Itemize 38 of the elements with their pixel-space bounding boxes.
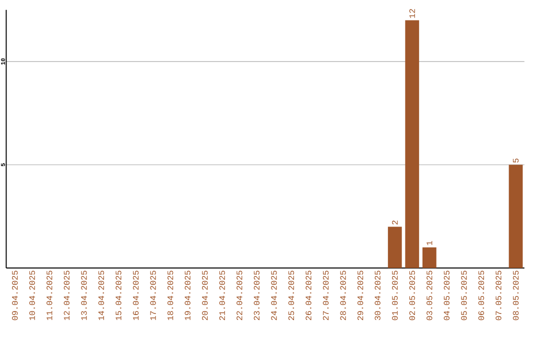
x-tick-label: 09.04.2025 <box>12 270 18 320</box>
x-tick-label: 16.04.2025 <box>132 270 139 320</box>
bar <box>405 20 420 268</box>
x-tick-label: 28.04.2025 <box>340 270 346 320</box>
x-tick-label: 13.04.2025 <box>81 270 87 320</box>
x-tick-label: 17.04.2025 <box>150 270 156 320</box>
x-tick-label: 01.05.2025 <box>392 270 398 320</box>
x-tick-label: 18.04.2025 <box>167 270 174 320</box>
x-tick-label: 05.05.2025 <box>461 270 467 320</box>
x-tick-label: 14.04.2025 <box>98 270 104 320</box>
bar <box>422 248 436 268</box>
x-tick-label: 24.04.2025 <box>271 270 277 320</box>
x-tick-label: 11.04.2025 <box>46 270 52 320</box>
x-tick-label: 06.05.2025 <box>478 270 484 320</box>
x-tick-label: 20.04.2025 <box>202 270 208 320</box>
x-tick-label: 30.04.2025 <box>374 270 380 320</box>
data-label: 1 <box>426 241 432 246</box>
x-tick-label: 19.04.2025 <box>184 270 190 320</box>
x-tick-label: 03.05.2025 <box>426 270 432 320</box>
x-tick-label: 15.04.2025 <box>116 270 122 320</box>
x-tick-label: 21.04.2025 <box>219 270 225 320</box>
data-label: 2 <box>392 220 398 225</box>
x-tick-label: 22.04.2025 <box>236 270 242 320</box>
x-tick-label: 07.05.2025 <box>496 270 502 320</box>
x-tick-label: 02.05.2025 <box>409 270 415 320</box>
x-tick-label: 25.04.2025 <box>288 270 294 320</box>
bar <box>508 165 523 268</box>
x-tick-label: 26.04.2025 <box>306 270 312 320</box>
data-label: 5 <box>512 158 519 163</box>
bar <box>388 226 402 268</box>
data-label: 12 <box>409 9 415 18</box>
x-tick-label: 04.05.2025 <box>444 270 450 320</box>
x-tick-label: 23.04.2025 <box>254 270 260 320</box>
x-tick-label: 08.05.2025 <box>512 270 519 320</box>
x-tick-label: 27.04.2025 <box>322 270 329 320</box>
x-tick-label: 10.04.2025 <box>29 270 35 320</box>
x-tick-label: 12.04.2025 <box>64 270 70 320</box>
x-tick-label: 29.04.2025 <box>357 270 364 320</box>
